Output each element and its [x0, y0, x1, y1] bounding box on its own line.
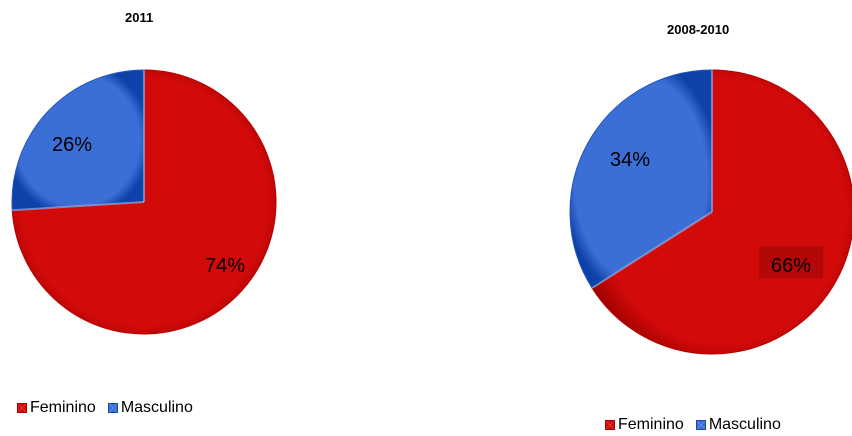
slice-edge [12, 201, 145, 212]
chart-2011: 2011 74% 26% Feminino Masculino [0, 0, 290, 436]
data-label-masculino: 34% [610, 149, 650, 171]
slice-edge [591, 211, 713, 289]
data-label-feminino: 74% [205, 255, 245, 277]
legend-label: Masculino [708, 416, 781, 433]
legend-item-masculino: Masculino [695, 416, 781, 434]
pie-slice-masculino [569, 69, 713, 289]
legend-label: Masculino [120, 399, 193, 416]
pie-slice-masculino [11, 69, 145, 211]
pie-chart-2011: 74% 26% [11, 69, 277, 335]
chart-title: 2008-2010 [667, 22, 730, 37]
legend-label: Feminino [30, 399, 96, 416]
legend-item-feminino: Feminino [605, 416, 684, 434]
legend-swatch-feminino [605, 420, 615, 430]
legend-label: Feminino [618, 416, 684, 433]
data-label-masculino: 26% [52, 134, 92, 156]
data-label-background [759, 246, 823, 278]
legend-item-masculino: Masculino [107, 399, 193, 417]
legend-swatch-feminino [17, 403, 27, 413]
legend-item-feminino: Feminino [17, 399, 96, 417]
data-label-feminino: 66% [771, 255, 811, 277]
chart-2008-2010: 2008-2010 66% 34% Feminino Masculino [555, 0, 852, 436]
legend: Feminino Masculino [605, 416, 793, 434]
pie-chart-2008-2010: 66% 34% [569, 69, 852, 355]
legend-swatch-masculino [107, 403, 118, 413]
chart-title: 2011 [125, 10, 154, 25]
legend: Feminino Masculino [17, 399, 205, 417]
legend-swatch-masculino [695, 420, 706, 430]
pie-slice-feminino [591, 69, 852, 355]
